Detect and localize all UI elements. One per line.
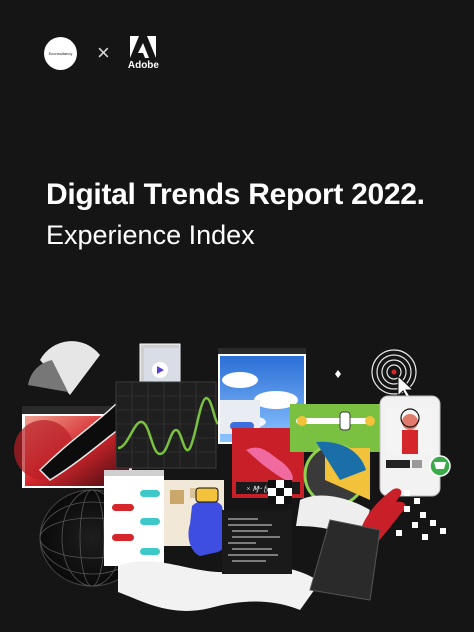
svg-text:× Ɱ~ fy~: × Ɱ~ fy~ [246, 485, 273, 493]
logo-row: Econsultancy × Adobe [44, 35, 159, 71]
wave-graph-icon [117, 396, 220, 456]
sphere-shape [28, 341, 100, 395]
chat-window [104, 470, 164, 566]
sparkle-icon [335, 370, 341, 378]
abstract-shapes [296, 441, 370, 540]
dotted-shape [309, 519, 381, 601]
video-thumbnail [139, 343, 181, 385]
code-panel [222, 510, 292, 574]
adobe-wordmark: Adobe [127, 59, 159, 71]
adobe-logo: Adobe [127, 35, 159, 71]
smiley-icon [297, 416, 307, 426]
report-subtitle: Experience Index [46, 220, 255, 250]
report-title: Digital Trends Report 2022. [46, 178, 425, 211]
cover-collage: × Ɱ~ fy~ [14, 341, 451, 611]
yellow-watch [195, 487, 219, 503]
play-icon [157, 366, 164, 374]
times-icon: × [97, 40, 110, 65]
chat-bubbles-icon [112, 490, 160, 555]
partner-logo: Econsultancy [44, 36, 77, 70]
fingerprint-icon [371, 349, 417, 395]
phone-mockup [379, 395, 451, 497]
wave-graph-panel [115, 381, 220, 469]
pixel-blocks [396, 490, 446, 540]
smiley-icon-2 [365, 416, 375, 426]
checker-pattern [268, 480, 292, 504]
partner-logo-text: Econsultancy [48, 50, 73, 56]
adobe-mark-icon [130, 35, 157, 58]
blue-hand [188, 500, 229, 556]
